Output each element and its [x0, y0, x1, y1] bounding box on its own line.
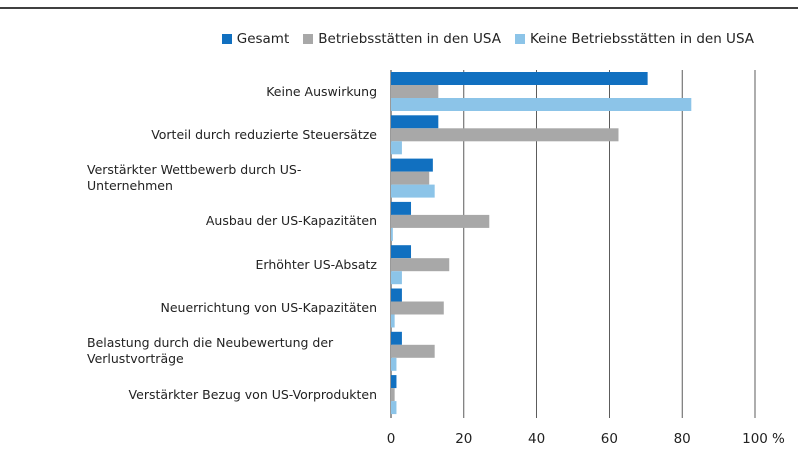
- bar: [391, 357, 397, 371]
- category-label: Verstärkter Bezug von US-Vorprodukten: [128, 386, 377, 402]
- bar: [391, 141, 402, 155]
- legend-item: Keine Betriebsstätten in den USA: [514, 31, 754, 47]
- bar: [391, 375, 397, 389]
- bar: [391, 314, 395, 328]
- bar: [391, 344, 435, 358]
- bar: [391, 227, 393, 241]
- legend-label: Keine Betriebsstätten in den USA: [529, 31, 754, 47]
- bar: [391, 115, 439, 129]
- bar: [391, 128, 619, 142]
- legend: Gesamt Betriebsstätten in den USA Keine Be…: [221, 31, 754, 47]
- bar: [391, 214, 490, 228]
- bar: [391, 401, 397, 415]
- bar: [391, 184, 435, 198]
- x-tick-label: 80: [673, 431, 691, 447]
- bar: [391, 171, 430, 185]
- legend-swatch: [514, 34, 525, 44]
- legend-item: Betriebsstätten in den USA: [303, 31, 501, 47]
- bar: [391, 245, 412, 259]
- x-tick-label: 40: [528, 431, 546, 447]
- bar: [391, 98, 692, 111]
- legend-label: Gesamt: [236, 31, 290, 47]
- bar: [391, 258, 450, 272]
- legend-item: Gesamt: [221, 31, 290, 47]
- category-label: Keine Auswirkung: [266, 83, 377, 99]
- category-label: Neuerrichtung von US-Kapazitäten: [160, 300, 377, 315]
- bar: [391, 158, 433, 172]
- x-tick-label: 0: [386, 431, 396, 447]
- category-label: Ausbau der US-Kapazitäten: [205, 213, 377, 229]
- category-label: Erhöhter US-Absatz: [255, 256, 377, 272]
- bar: [391, 85, 439, 98]
- bar: [391, 271, 402, 285]
- bar: [391, 301, 444, 315]
- bar: [391, 201, 412, 215]
- bar: [391, 388, 395, 402]
- bar: [391, 331, 402, 345]
- x-tick-label: 100: [742, 431, 768, 447]
- x-tick-label: 20: [455, 431, 473, 447]
- bar: [391, 288, 402, 302]
- x-axis-label: %: [772, 431, 785, 447]
- legend-swatch: [221, 34, 232, 44]
- legend-swatch: [303, 34, 314, 44]
- category-label: Belastung durch die Neubewertung der Ver…: [87, 335, 334, 367]
- x-tick-label: 60: [600, 431, 618, 447]
- bar: [391, 72, 648, 85]
- legend-label: Betriebsstätten in den USA: [318, 31, 501, 47]
- category-label: Verstärkter Wettbewerb durch US-Unterneh…: [87, 162, 302, 194]
- category-label: Vorteil durch reduzierte Steuersätze: [151, 126, 377, 142]
